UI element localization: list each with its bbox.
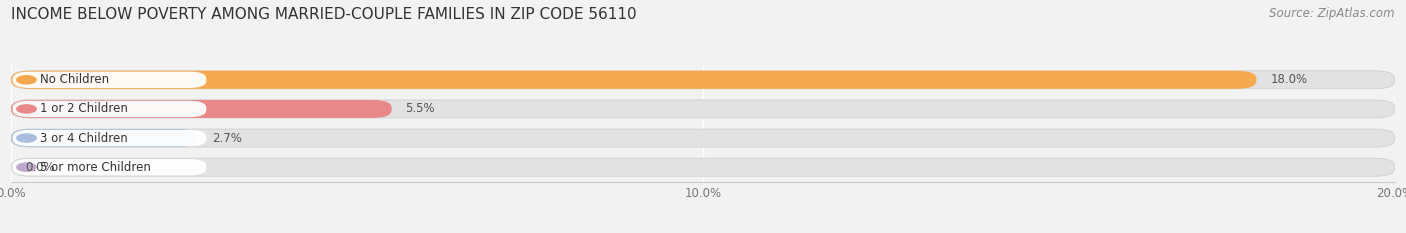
FancyBboxPatch shape [11, 71, 1395, 89]
FancyBboxPatch shape [11, 100, 392, 118]
FancyBboxPatch shape [11, 129, 198, 147]
FancyBboxPatch shape [13, 130, 207, 146]
FancyBboxPatch shape [11, 71, 1257, 89]
Circle shape [17, 163, 37, 171]
FancyBboxPatch shape [11, 158, 1395, 176]
FancyBboxPatch shape [11, 100, 1395, 118]
Text: 5.5%: 5.5% [405, 103, 436, 115]
Text: Source: ZipAtlas.com: Source: ZipAtlas.com [1270, 7, 1395, 20]
FancyBboxPatch shape [13, 72, 207, 88]
Circle shape [17, 76, 37, 84]
Circle shape [17, 134, 37, 142]
Text: 2.7%: 2.7% [212, 132, 242, 144]
Text: 0.0%: 0.0% [25, 161, 55, 174]
FancyBboxPatch shape [13, 101, 207, 117]
Text: INCOME BELOW POVERTY AMONG MARRIED-COUPLE FAMILIES IN ZIP CODE 56110: INCOME BELOW POVERTY AMONG MARRIED-COUPL… [11, 7, 637, 22]
Text: 1 or 2 Children: 1 or 2 Children [41, 103, 128, 115]
FancyBboxPatch shape [11, 129, 1395, 147]
Circle shape [17, 105, 37, 113]
Text: 18.0%: 18.0% [1270, 73, 1308, 86]
Text: 3 or 4 Children: 3 or 4 Children [41, 132, 128, 144]
Text: No Children: No Children [41, 73, 110, 86]
Text: 5 or more Children: 5 or more Children [41, 161, 152, 174]
FancyBboxPatch shape [13, 159, 207, 175]
